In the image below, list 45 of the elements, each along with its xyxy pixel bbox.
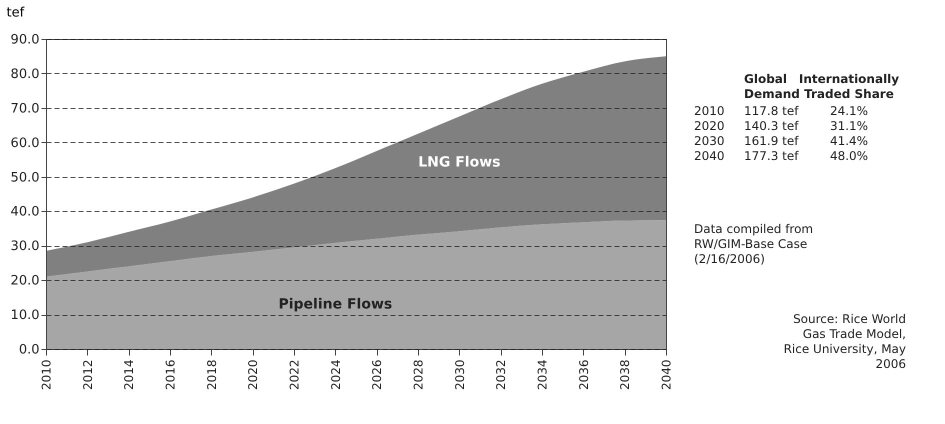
x-tick-label: 2036: [576, 360, 591, 390]
text: 31.1%: [830, 119, 868, 133]
x-tick-label: 2016: [164, 360, 178, 390]
text: 2010: [694, 104, 725, 118]
y-tick-label: 30.0: [10, 239, 40, 254]
y-tick-label: 70.0: [10, 101, 40, 116]
text: 24.1%: [830, 104, 868, 118]
y-tick-label: 10.0: [10, 308, 40, 324]
x-tick-label: 2024: [328, 360, 343, 390]
y-tick-label: 0.0: [18, 342, 40, 358]
x-tick-label: 2038: [618, 360, 632, 390]
x-tick-label: 2020: [246, 360, 260, 390]
series-label: Pipeline Flows: [278, 296, 392, 312]
y-tick-label: 40.0: [10, 204, 40, 220]
y-tick-label: 20.0: [10, 274, 40, 289]
y-tick-label: 80.0: [10, 66, 40, 82]
text: Internationally Traded Share: [798, 72, 900, 101]
text: 177.3 tef: [744, 149, 800, 163]
x-tick-label: 2012: [80, 360, 95, 390]
text: 48.0%: [830, 149, 868, 163]
x-tick-label: 2014: [122, 360, 136, 390]
x-tick-label: 2032: [494, 360, 508, 390]
y-tick-label: 50.0: [10, 170, 40, 186]
text: 161.9 tef: [744, 134, 800, 148]
text: 2020: [694, 119, 725, 133]
text: Global Demand: [744, 72, 800, 101]
text: 117.8 tef: [744, 104, 800, 118]
x-tick-label: 2018: [204, 360, 219, 390]
series-label: LNG Flows: [418, 154, 500, 170]
x-tick-label: 2040: [660, 360, 674, 390]
x-tick-label: 2010: [40, 360, 54, 390]
text: 2030: [694, 134, 725, 148]
x-tick-label: 2030: [452, 360, 467, 390]
text: 41.4%: [830, 134, 868, 148]
x-tick-label: 2028: [412, 360, 426, 390]
x-tick-label: 2034: [536, 360, 550, 390]
text: 140.3 tef: [744, 119, 800, 133]
text: Data compiled from RW/GIM-Base Case (2/16/2006): [694, 222, 814, 266]
y-tick-label: 60.0: [10, 136, 40, 151]
source-note: Source: Rice World Gas Trade Model, Rice University, May 2006: [784, 312, 906, 371]
x-tick-label: 2022: [288, 360, 302, 390]
x-tick-label: 2026: [370, 360, 384, 390]
y-tick-label: 90.0: [10, 32, 40, 48]
text: 2040: [694, 149, 725, 163]
y-axis-title: tef: [6, 6, 25, 20]
